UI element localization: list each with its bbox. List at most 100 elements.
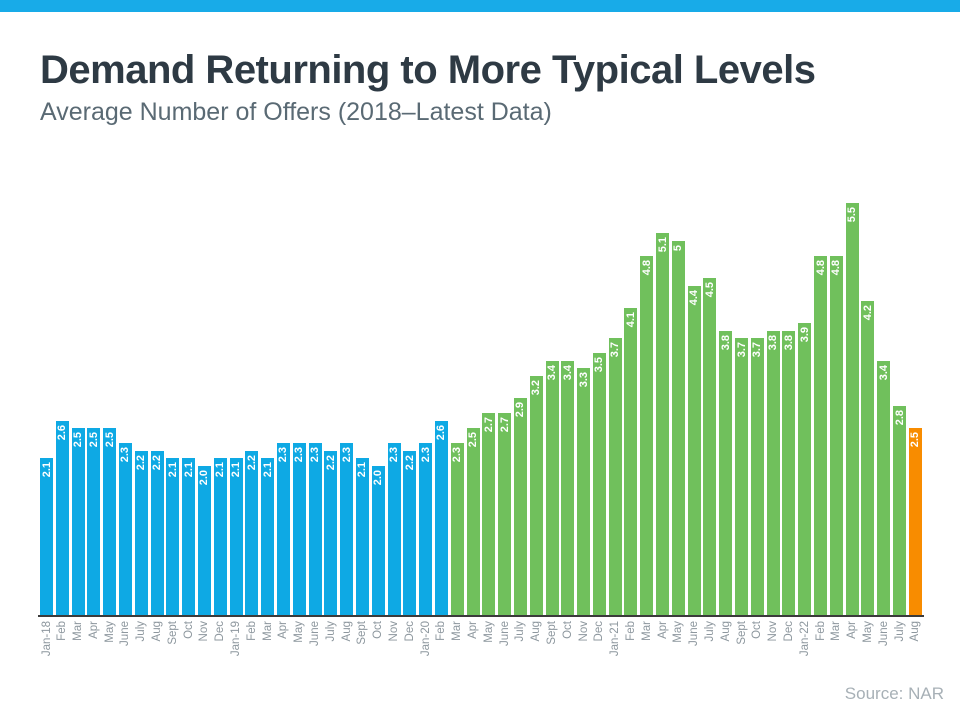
bar: 2.5 [103, 428, 117, 616]
x-tick-cell: Apr [656, 621, 669, 691]
x-tick-cell: Oct [751, 621, 764, 691]
bar-value-label: 2.5 [87, 432, 100, 448]
x-tick-cell: Nov [388, 621, 401, 691]
x-tick-label: Apr [467, 621, 480, 639]
bar: 3.4 [877, 361, 891, 616]
bar: 3.7 [750, 338, 764, 616]
bar-value-label: 2.9 [514, 402, 527, 418]
x-tick-label: Aug [909, 621, 922, 642]
bar-value-label: 3.7 [609, 342, 622, 358]
bar-value-label: 4.8 [640, 260, 653, 276]
bar: 4.2 [861, 301, 875, 616]
x-tick-label: Sept [166, 621, 179, 645]
bar-value-label: 3.9 [798, 327, 811, 343]
bar: 2.7 [482, 413, 496, 616]
bar-value-label: 3.7 [751, 342, 764, 358]
bar: 2.7 [498, 413, 512, 616]
bar-value-label: 2.3 [388, 447, 401, 463]
x-tick-label: June [119, 621, 132, 646]
x-tick-cell: Oct [372, 621, 385, 691]
bar: 3.4 [561, 361, 575, 616]
x-tick-label: May [103, 621, 116, 643]
x-tick-cell: Apr [277, 621, 290, 691]
x-tick-label: May [861, 621, 874, 643]
bar-value-label: 2.2 [245, 455, 258, 471]
x-tick-label: Apr [87, 621, 100, 639]
x-tick-cell: Jan-19 [230, 621, 243, 691]
bar-value-label: 2.3 [451, 447, 464, 463]
x-tick-label: Jan-20 [419, 621, 432, 657]
bar: 4.8 [829, 256, 843, 616]
bar: 3.5 [592, 353, 606, 616]
x-tick-label: Mar [640, 621, 653, 641]
bar: 4.4 [687, 286, 701, 616]
x-tick-label: Nov [198, 621, 211, 642]
x-tick-label: May [482, 621, 495, 643]
bar-value-label: 2.2 [135, 455, 148, 471]
bar: 2.2 [150, 451, 164, 616]
x-tick-label: Aug [340, 621, 353, 642]
x-tick-label: Mar [261, 621, 274, 641]
x-tick-cell: June [877, 621, 890, 691]
x-tick-cell: Mar [640, 621, 653, 691]
bar-value-label: 5.5 [846, 207, 859, 223]
x-tick-cell: Dec [782, 621, 795, 691]
x-tick-label: Feb [435, 621, 448, 641]
x-tick-cell: Dec [593, 621, 606, 691]
x-tick-cell: Sept [166, 621, 179, 691]
bar: 4.5 [703, 278, 717, 616]
x-tick-label: Mar [72, 621, 85, 641]
bar: 4.1 [624, 308, 638, 616]
bar-value-label: 2.3 [293, 447, 306, 463]
bar: 2.5 [908, 428, 922, 616]
bar: 2.1 [182, 458, 196, 616]
x-tick-cell: Oct [182, 621, 195, 691]
x-tick-label: Mar [830, 621, 843, 641]
bar: 2.2 [403, 451, 417, 616]
bar-value-label: 2.1 [261, 462, 274, 478]
x-tick-label: Nov [767, 621, 780, 642]
bar: 4.8 [814, 256, 828, 616]
bar-value-label: 3.4 [561, 365, 574, 381]
x-tick-cell: Feb [435, 621, 448, 691]
bar-value-label: 2.1 [356, 462, 369, 478]
bar-value-label: 2.2 [403, 455, 416, 471]
x-tick-label: July [514, 621, 527, 642]
x-tick-cell: May [482, 621, 495, 691]
bar: 2.3 [419, 443, 433, 616]
bar: 2.1 [261, 458, 275, 616]
x-tick-cell: Aug [530, 621, 543, 691]
x-tick-label: Aug [151, 621, 164, 642]
bar-value-label: 2.3 [419, 447, 432, 463]
x-tick-label: Dec [214, 621, 227, 642]
x-tick-cell: July [514, 621, 527, 691]
bar: 2.1 [213, 458, 227, 616]
x-tick-cell: May [103, 621, 116, 691]
x-tick-cell: Mar [451, 621, 464, 691]
bar: 5.1 [656, 233, 670, 616]
bar-value-label: 2.3 [277, 447, 290, 463]
x-tick-cell: Dec [403, 621, 416, 691]
bar: 3.2 [529, 376, 543, 616]
x-tick-label: Oct [182, 621, 195, 639]
bar-value-label: 2.6 [56, 425, 69, 441]
bar-value-label: 4.8 [814, 260, 827, 276]
bar-value-label: 3.5 [593, 357, 606, 373]
bar-value-label: 2.5 [467, 432, 480, 448]
bar: 2.0 [371, 466, 385, 616]
bar-value-label: 2.3 [119, 447, 132, 463]
x-tick-label: Feb [624, 621, 637, 641]
x-tick-cell: Aug [719, 621, 732, 691]
x-tick-label: Oct [751, 621, 764, 639]
x-tick-cell: Feb [624, 621, 637, 691]
x-tick-label: Apr [277, 621, 290, 639]
x-tick-cell: Jan-21 [609, 621, 622, 691]
x-tick-cell: Aug [340, 621, 353, 691]
bar-value-label: 4.8 [830, 260, 843, 276]
x-tick-label: Nov [388, 621, 401, 642]
bar-value-label: 3.4 [546, 365, 558, 381]
bar-value-label: 5.1 [656, 237, 669, 253]
bar-value-label: 2.3 [309, 447, 322, 463]
bar: 2.0 [197, 466, 211, 616]
